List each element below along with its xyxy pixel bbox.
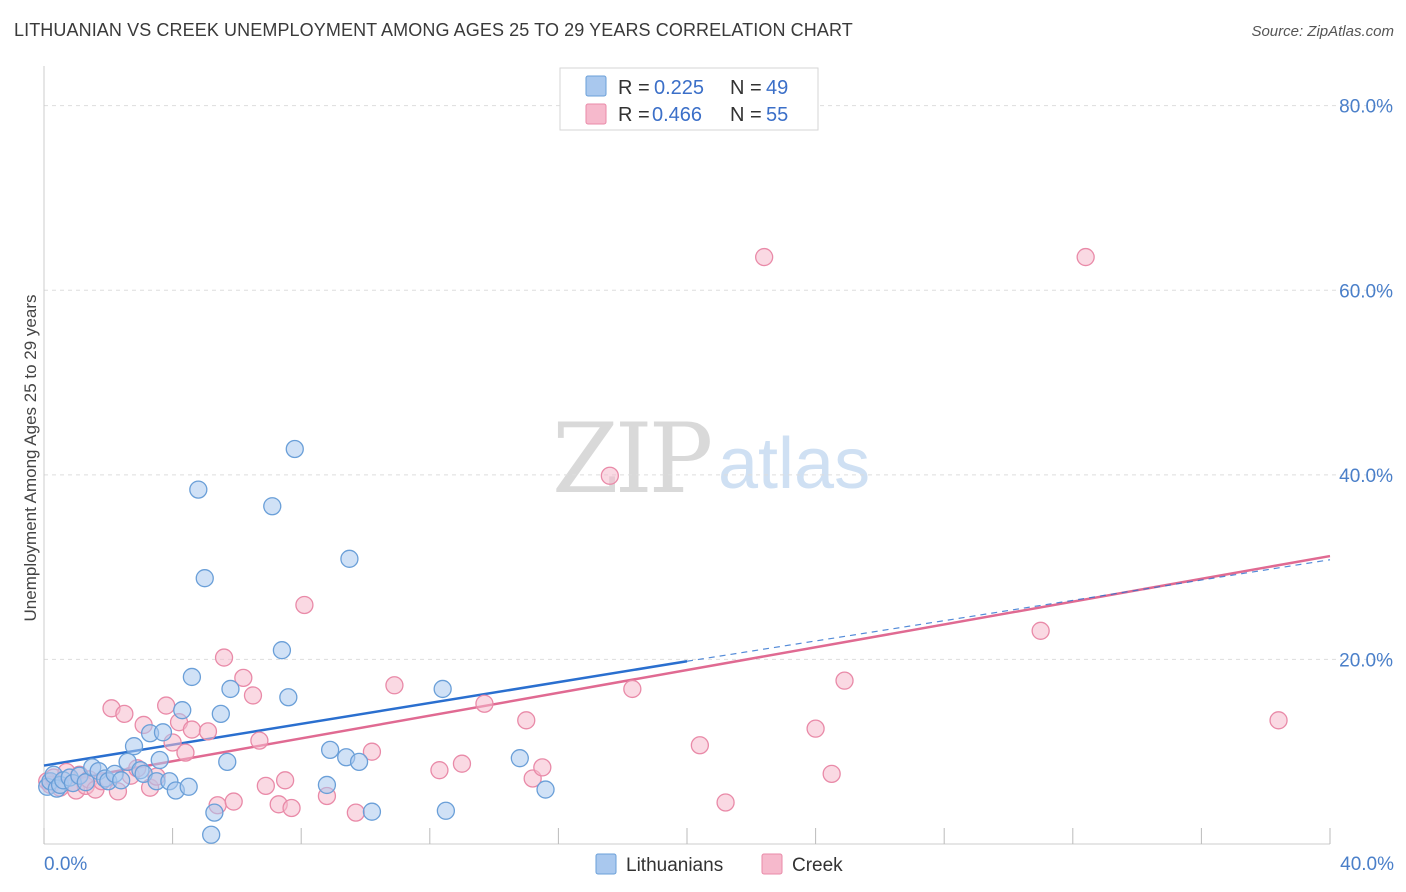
point-lithuanians — [205, 803, 224, 822]
point-creek — [806, 719, 825, 738]
x-tick-label-min: 0.0% — [44, 854, 87, 875]
point-lithuanians — [349, 752, 369, 772]
point-creek — [1269, 711, 1288, 730]
point-lithuanians — [112, 771, 131, 790]
point-lithuanians — [189, 480, 208, 499]
point-lithuanians — [362, 802, 382, 821]
point-creek — [362, 742, 382, 761]
legend-n-value: 55 — [766, 104, 788, 126]
y-tick-labels: 20.0% 40.0% 60.0% 80.0% — [1339, 97, 1393, 672]
point-lithuanians — [285, 439, 304, 459]
legend-label-creek: Creek — [792, 855, 843, 876]
point-lithuanians — [317, 775, 337, 795]
point-lithuanians — [272, 641, 292, 660]
point-creek — [822, 764, 841, 784]
point-creek — [385, 676, 404, 695]
legend-n-label: N = — [730, 77, 762, 99]
x-tick-label-max: 40.0% — [1340, 854, 1394, 875]
legend-r-value: 0.225 — [654, 77, 704, 99]
point-lithuanians — [124, 737, 144, 756]
point-creek — [256, 776, 275, 796]
point-lithuanians — [279, 688, 298, 707]
legend-swatch-creek — [761, 853, 783, 875]
point-creek — [157, 696, 176, 715]
legend-r-value: 0.466 — [652, 104, 702, 126]
point-lithuanians — [173, 701, 192, 720]
point-creek — [1031, 621, 1050, 640]
point-creek — [243, 686, 263, 705]
point-creek — [430, 761, 449, 780]
point-lithuanians — [436, 801, 456, 820]
point-creek — [224, 792, 243, 811]
trendline-lithuanians — [43, 660, 688, 767]
point-creek — [623, 679, 642, 699]
point-creek — [234, 668, 253, 688]
watermark-atlas: atlas — [718, 424, 870, 504]
data-points — [38, 247, 1288, 844]
legend-n-value: 49 — [766, 77, 788, 99]
point-creek — [275, 771, 295, 790]
series-legend: Lithuanians Creek — [595, 853, 843, 876]
point-creek — [690, 736, 710, 755]
point-creek — [475, 694, 494, 713]
legend-n-label: N = — [730, 104, 762, 126]
point-lithuanians — [263, 497, 282, 516]
point-lithuanians — [153, 723, 173, 742]
point-lithuanians — [179, 777, 198, 796]
gridlines — [44, 105, 1394, 660]
point-creek — [517, 711, 536, 730]
legend-swatch-creek — [585, 103, 607, 125]
point-creek — [346, 803, 366, 822]
y-tick-label: 60.0% — [1339, 281, 1393, 302]
y-axis-title: Unemployment Among Ages 25 to 29 years — [21, 295, 40, 622]
point-lithuanians — [221, 679, 240, 699]
legend-label-lithuanians: Lithuanians — [626, 855, 723, 876]
point-creek — [282, 798, 301, 818]
y-tick-label: 40.0% — [1339, 466, 1393, 487]
point-creek — [716, 793, 735, 812]
y-tick-label: 80.0% — [1339, 97, 1393, 118]
point-lithuanians — [211, 704, 230, 724]
watermark-zip: ZIP — [552, 403, 711, 515]
point-lithuanians — [510, 749, 529, 768]
trendlines — [43, 554, 1331, 786]
point-creek — [295, 595, 314, 615]
point-lithuanians — [340, 549, 359, 568]
legend-r-label: R = — [618, 77, 650, 99]
point-creek — [115, 704, 134, 724]
point-creek — [835, 671, 854, 690]
point-lithuanians — [433, 679, 452, 699]
point-lithuanians — [218, 752, 237, 772]
watermark: ZIP atlas — [552, 403, 870, 515]
legend-swatch-lithuanians — [595, 853, 617, 875]
correlation-legend: R = 0.225 N = 49 R = 0.466 N = 55 — [559, 67, 819, 131]
axes — [43, 66, 1331, 845]
chart-title: LITHUANIAN VS CREEK UNEMPLOYMENT AMONG A… — [14, 20, 853, 40]
point-lithuanians — [202, 825, 221, 844]
point-creek — [452, 754, 472, 773]
trendline-lithuanians-extension — [686, 559, 1331, 662]
point-lithuanians — [118, 752, 137, 772]
point-lithuanians — [182, 667, 202, 687]
point-lithuanians — [320, 740, 340, 760]
point-lithuanians — [536, 780, 555, 799]
source-credit: Source: ZipAtlas.com — [1251, 23, 1394, 40]
point-lithuanians — [195, 569, 214, 588]
point-creek — [533, 758, 552, 777]
point-creek — [198, 722, 218, 741]
point-creek — [250, 731, 269, 750]
point-creek — [214, 648, 234, 667]
point-creek — [1076, 247, 1095, 267]
point-lithuanians — [150, 750, 169, 770]
legend-swatch-lithuanians — [585, 75, 607, 97]
legend-r-label: R = — [618, 104, 650, 126]
y-tick-label: 20.0% — [1339, 650, 1393, 671]
point-creek — [755, 247, 774, 267]
point-creek — [600, 466, 619, 485]
point-creek — [176, 743, 195, 762]
point-creek — [182, 720, 202, 739]
